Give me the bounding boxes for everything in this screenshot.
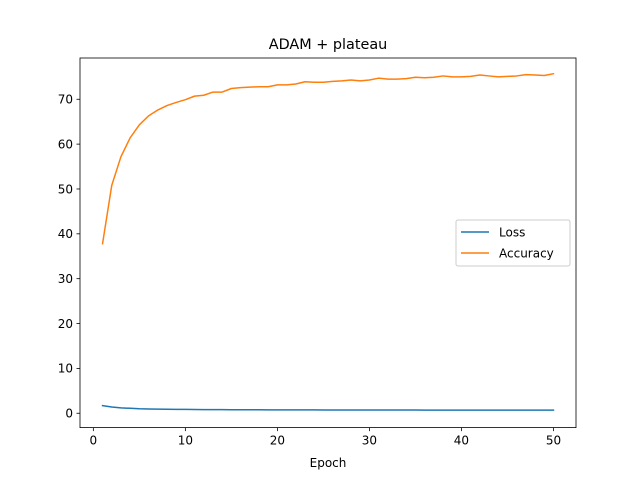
x-tick-label: 0 xyxy=(90,434,98,448)
y-tick-label: 60 xyxy=(58,137,73,151)
series-line-accuracy xyxy=(101,72,555,245)
y-tick-label: 0 xyxy=(65,407,73,421)
y-tick-label: 40 xyxy=(58,227,73,241)
x-tick-label: 50 xyxy=(546,434,561,448)
x-tick-label: 30 xyxy=(362,434,377,448)
y-tick-label: 20 xyxy=(58,317,73,331)
y-tick-label: 50 xyxy=(58,182,73,196)
x-tick-label: 40 xyxy=(454,434,469,448)
plot-lines xyxy=(101,72,555,411)
legend-label-accuracy: Accuracy xyxy=(499,246,554,260)
y-tick-label: 70 xyxy=(58,93,73,107)
y-tick-label: 10 xyxy=(58,362,73,376)
x-tick-label: 10 xyxy=(178,434,193,448)
x-axis-label: Epoch xyxy=(310,456,347,470)
y-axis-ticks: 0 10 20 30 40 50 60 70 xyxy=(58,93,80,421)
chart-title: ADAM + plateau xyxy=(269,37,388,53)
legend: Loss Accuracy xyxy=(455,219,571,267)
x-axis-ticks: 0 10 20 30 40 50 xyxy=(90,427,561,448)
series-line-loss xyxy=(101,404,555,411)
y-tick-label: 30 xyxy=(58,272,73,286)
legend-label-loss: Loss xyxy=(499,225,525,239)
plot-frame xyxy=(79,57,577,429)
x-tick-label: 20 xyxy=(270,434,285,448)
